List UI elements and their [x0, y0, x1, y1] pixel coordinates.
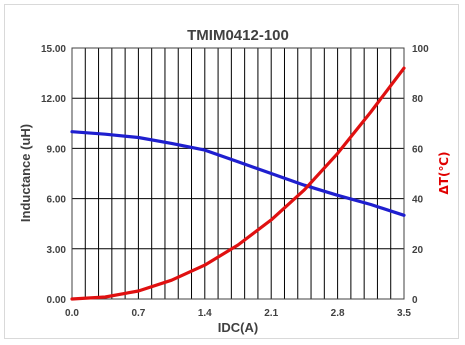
y2-axis-title: ΔT(℃)	[437, 152, 451, 195]
y-tick-labels: 0.00 3.00 6.00 9.00 12.00 15.00	[41, 44, 66, 306]
y-tick-label: 12.00	[41, 94, 66, 105]
series-line-inductance	[70, 130, 406, 217]
y2-tick-label: 60	[412, 144, 424, 155]
series	[70, 66, 406, 301]
chart-title: TMIM0412-100	[187, 27, 289, 44]
x-tick-label: 0.7	[131, 308, 145, 319]
x-tick-label: 1.4	[198, 308, 212, 319]
y-tick-label: 15.00	[41, 44, 66, 55]
y2-tick-label: 40	[412, 195, 424, 206]
y-axis-title: Inductance (uH)	[18, 124, 33, 222]
x-tick-labels: 0.0 0.7 1.4 2.1 2.8 3.5	[65, 308, 411, 319]
grid	[72, 48, 404, 299]
y2-tick-label: 20	[412, 245, 424, 256]
x-tick-label: 2.8	[331, 308, 345, 319]
plot-border	[71, 47, 405, 300]
y2-tick-labels: 0 20 40 60 80 100	[412, 44, 429, 306]
y2-tick-label: 80	[412, 94, 424, 105]
y-tick-label: 3.00	[47, 245, 67, 256]
y-tick-label: 9.00	[47, 144, 67, 155]
y-tick-label: 0.00	[47, 295, 67, 306]
x-axis-title: IDC(A)	[218, 320, 258, 335]
x-tick-label: 3.5	[397, 308, 411, 319]
y-tick-label: 6.00	[47, 195, 67, 206]
x-tick-label: 0.0	[65, 308, 79, 319]
y2-tick-label: 0	[412, 295, 418, 306]
y2-tick-label: 100	[412, 44, 429, 55]
series-line-delta-t	[70, 66, 406, 301]
x-tick-label: 2.1	[264, 308, 278, 319]
